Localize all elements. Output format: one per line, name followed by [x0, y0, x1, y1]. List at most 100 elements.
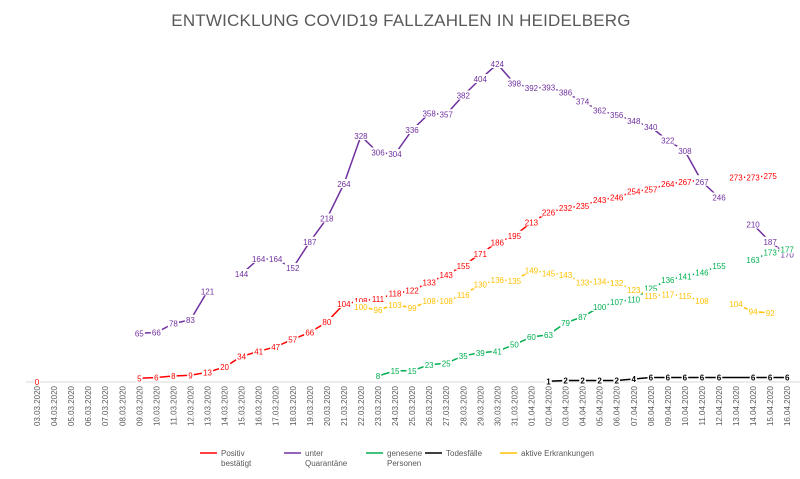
- data-label-pad: [579, 375, 586, 385]
- data-label: 6: [751, 374, 756, 383]
- data-label-pad: [625, 116, 642, 125]
- x-tick-label: 28.03.2020: [459, 385, 468, 426]
- data-label-pad: [779, 244, 796, 254]
- data-label-pad: [642, 184, 659, 194]
- data-label-pad: [694, 176, 710, 186]
- data-label: 146: [695, 269, 709, 278]
- x-tick-label: 04.04.2020: [579, 385, 588, 426]
- data-label-pad: [372, 305, 384, 314]
- data-label: 6: [700, 374, 705, 383]
- x-tick-label: 05.03.2020: [67, 385, 76, 426]
- x-tick-label: 22.03.2020: [357, 385, 366, 426]
- data-label: 6: [649, 374, 654, 383]
- data-label: 149: [525, 266, 539, 275]
- data-label: 275: [763, 172, 777, 181]
- data-label: 134: [593, 278, 607, 287]
- data-label: 382: [457, 92, 471, 101]
- legend-label-1: Quarantäne: [305, 459, 348, 468]
- data-label: 254: [627, 188, 641, 197]
- data-label: 170: [781, 251, 795, 260]
- data-label-pad: [694, 267, 710, 277]
- data-label: 1: [546, 377, 551, 386]
- x-tick-label: 26.03.2020: [425, 385, 434, 426]
- data-label-pad: [440, 358, 452, 368]
- data-label: 121: [201, 287, 215, 296]
- data-label: 2: [580, 377, 585, 386]
- data-label: 235: [576, 202, 590, 211]
- data-label: 6: [683, 374, 688, 383]
- data-label-pad: [406, 365, 418, 375]
- data-label-pad: [659, 135, 676, 145]
- data-label-pad: [574, 200, 591, 210]
- data-label-pad: [370, 293, 386, 303]
- x-tick-labels: 03.03.2020 04.03.2020 05.03.2020 06.03.2020…: [33, 385, 792, 426]
- data-label-pad: [542, 329, 555, 339]
- data-label-pad: [136, 373, 143, 383]
- data-label-pad: [681, 372, 689, 382]
- data-label-pad: [574, 277, 591, 287]
- data-label: 144: [235, 270, 249, 279]
- data-label-pad: [201, 367, 214, 377]
- data-label: 63: [544, 331, 553, 340]
- data-label-pad: [474, 347, 486, 357]
- data-label: 78: [169, 320, 178, 329]
- data-label: 122: [405, 287, 419, 296]
- data-label-pad: [421, 108, 438, 118]
- data-label-pad: [698, 372, 706, 382]
- data-label-pad: [557, 269, 574, 279]
- data-label-pad: [304, 327, 316, 337]
- data-label: 20: [220, 363, 229, 372]
- data-label-pad: [508, 339, 520, 349]
- data-label-pad: [506, 275, 523, 285]
- data-label: 103: [388, 301, 402, 310]
- data-label: 308: [678, 147, 692, 156]
- data-label: 6: [666, 374, 671, 383]
- data-label: 210: [746, 221, 760, 230]
- data-label: 171: [474, 250, 488, 259]
- data-label: 145: [542, 269, 556, 278]
- data-label: 115: [644, 292, 657, 301]
- data-label: 195: [508, 232, 522, 241]
- data-label: 404: [474, 75, 488, 84]
- data-label: 257: [644, 185, 658, 194]
- data-label: 65: [135, 329, 144, 338]
- data-label: 173: [763, 248, 777, 257]
- data-label-pad: [783, 372, 791, 382]
- x-tick-label: 10.04.2020: [681, 385, 690, 426]
- data-label-pad: [747, 306, 759, 316]
- chart-title: ENTWICKLUNG COVID19 FALLZAHLEN IN HEIDEL…: [171, 11, 630, 30]
- data-label: 136: [661, 276, 675, 285]
- data-label: 80: [322, 318, 331, 327]
- legend-label-3: Todesfälle: [446, 449, 483, 458]
- data-label-pad: [591, 194, 608, 204]
- data-label-pad: [745, 172, 761, 182]
- data-label: 141: [678, 272, 692, 281]
- data-label: 41: [254, 347, 263, 356]
- data-label: 306: [371, 149, 385, 158]
- data-label: 15: [391, 367, 400, 376]
- x-tick-label: 19.03.2020: [306, 385, 315, 426]
- data-label: 186: [491, 239, 505, 248]
- data-label-pad: [472, 248, 489, 258]
- data-label-pad: [489, 275, 506, 284]
- data-label-pad: [438, 269, 455, 279]
- data-label: 328: [354, 132, 368, 141]
- data-label: 267: [695, 178, 709, 187]
- data-label-pad: [779, 249, 796, 259]
- data-label: 92: [766, 309, 775, 318]
- data-label: 96: [374, 306, 383, 315]
- data-label-pad: [659, 179, 676, 188]
- data-label-pad: [613, 375, 620, 385]
- data-label: 116: [457, 291, 470, 300]
- data-label-pad: [557, 203, 574, 212]
- data-label: 133: [576, 278, 590, 287]
- data-label-pad: [728, 299, 744, 308]
- x-tick-label: 06.04.2020: [613, 385, 622, 426]
- data-label-pad: [591, 276, 608, 286]
- data-label-pad: [455, 90, 472, 100]
- x-tick-label: 09.04.2020: [664, 385, 673, 426]
- data-label-pad: [591, 105, 608, 115]
- data-label-pad: [545, 376, 552, 386]
- data-label-pad: [608, 278, 625, 287]
- data-label: 6: [785, 374, 790, 383]
